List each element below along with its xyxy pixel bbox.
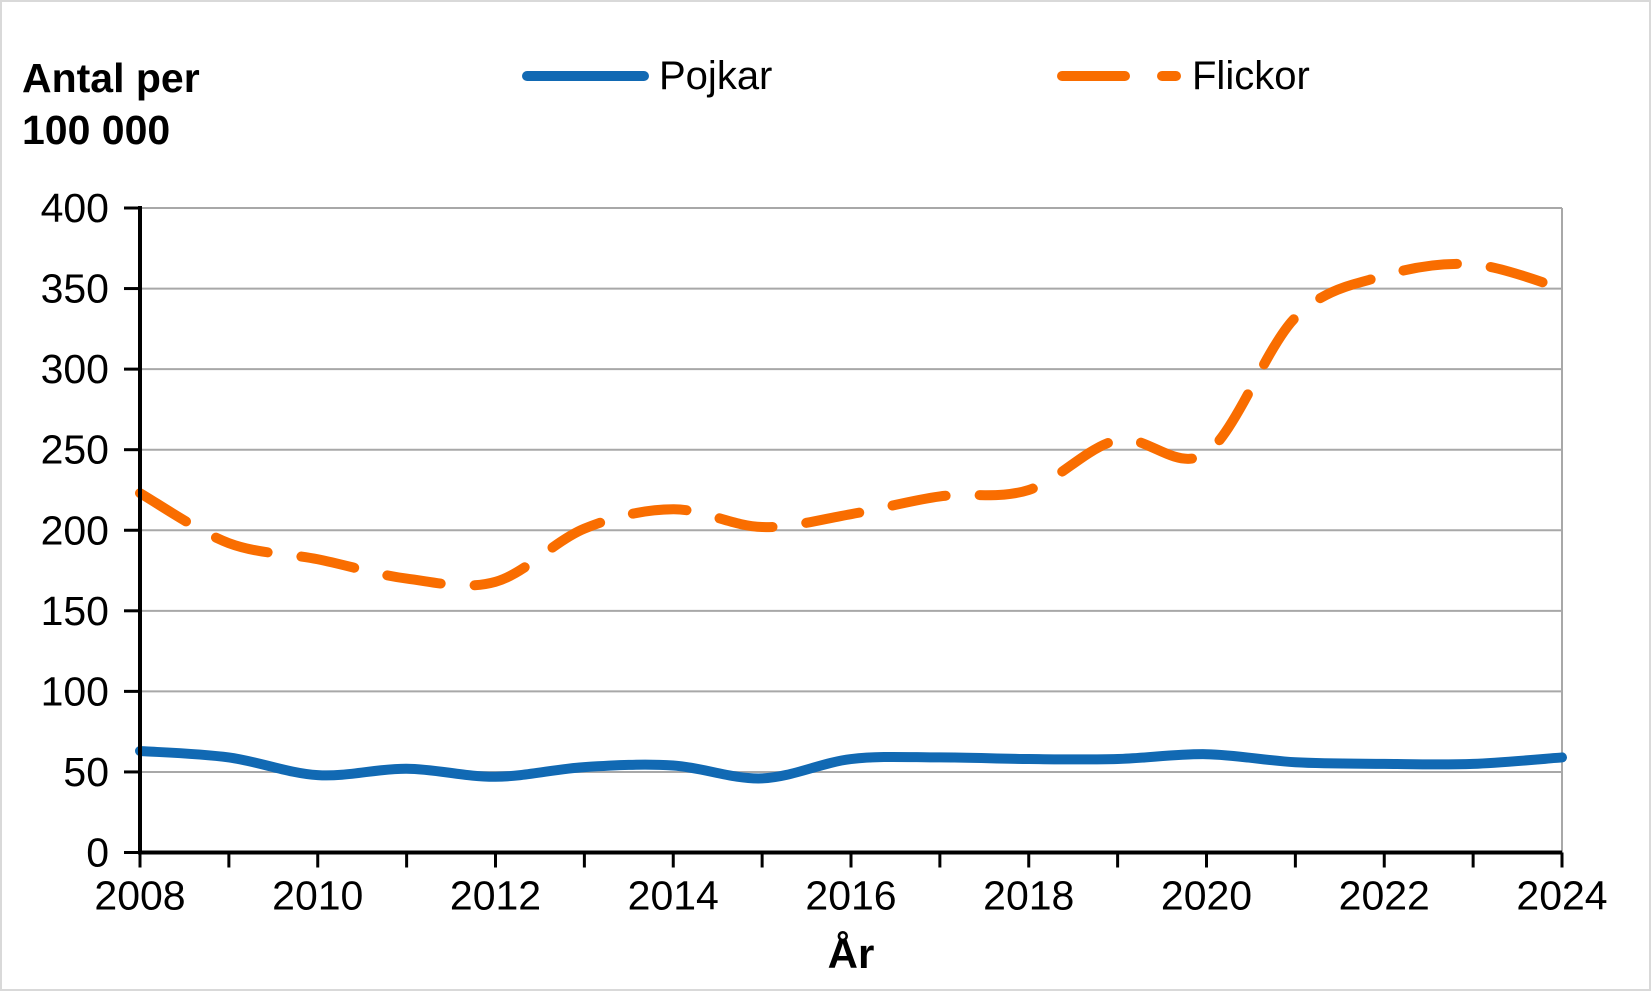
flickor-dash-short-swatch (1157, 71, 1181, 81)
x-tick-label: 2010 (272, 873, 363, 919)
legend-item-flickor: Flickor (1057, 51, 1310, 101)
flickor-line (135, 258, 1567, 591)
legend-item-pojkar: Pojkar (522, 51, 772, 101)
x-axis-ticks: 2008 2010 2012 2014 2016 2018 2020 2022 2024 (94, 852, 1608, 919)
x-tick-label: 2020 (1161, 873, 1252, 919)
x-tick-label: 2024 (1516, 873, 1607, 919)
y-tick-label: 400 (41, 185, 109, 231)
y-axis-title-line1: Antal per (22, 55, 200, 101)
pojkar-line (135, 745, 1567, 784)
y-axis-title-line2: 100 000 (22, 107, 171, 153)
flickor-dash-long-swatch (1057, 71, 1130, 81)
x-tick-label: 2018 (983, 873, 1074, 919)
y-tick-label: 100 (41, 668, 109, 714)
x-tick-label: 2012 (450, 873, 541, 919)
gridlines (140, 207, 1563, 853)
y-tick-label: 50 (63, 749, 109, 795)
y-axis-title: Antal per 100 000 (22, 52, 200, 156)
pojkar-line-swatch (522, 71, 649, 81)
y-tick-label: 350 (41, 266, 109, 312)
y-tick-label: 200 (41, 507, 109, 553)
x-axis-title: År (827, 930, 875, 977)
x-tick-label: 2008 (94, 873, 185, 919)
x-tick-label: 2014 (628, 873, 719, 919)
x-tick-label: 2022 (1339, 873, 1430, 919)
legend-label-flickor: Flickor (1192, 53, 1310, 98)
y-tick-label: 150 (41, 588, 109, 634)
axes (138, 206, 1562, 855)
y-tick-label: 300 (41, 346, 109, 392)
y-axis-ticks: 0 50 100 150 200 250 300 350 400 (41, 185, 140, 876)
y-tick-label: 250 (41, 427, 109, 473)
x-tick-label: 2016 (805, 873, 896, 919)
legend-label-pojkar: Pojkar (659, 53, 773, 98)
y-tick-label: 0 (86, 830, 109, 876)
